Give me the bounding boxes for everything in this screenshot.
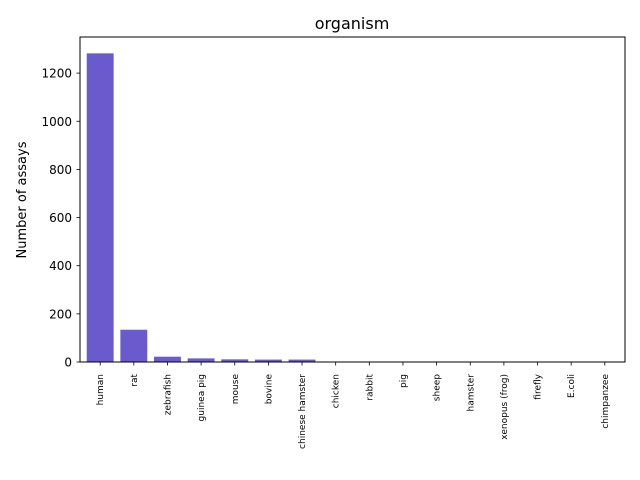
y-tick-label: 600 bbox=[49, 211, 72, 225]
y-tick-label: 800 bbox=[49, 163, 72, 177]
bar-bovine bbox=[254, 359, 282, 362]
y-tick-label: 1200 bbox=[41, 67, 72, 81]
x-tick-label: rat bbox=[130, 374, 140, 387]
x-tick-label: guinea pig bbox=[197, 374, 207, 421]
x-tick-label: human bbox=[96, 374, 106, 405]
bar-human bbox=[86, 53, 114, 363]
y-tick-label: 0 bbox=[64, 356, 72, 370]
x-tick-label: bovine bbox=[264, 374, 274, 405]
x-tick-label: rabbit bbox=[365, 374, 375, 401]
x-tick-label: chinese hamster bbox=[298, 374, 308, 449]
x-axis: human rat zebrafish guinea pig mouse bovine ch… bbox=[96, 362, 611, 449]
x-tick-label: xenopus (frog) bbox=[500, 374, 510, 440]
x-tick-label: E.coli bbox=[567, 374, 577, 398]
x-tick-label: chimpanzee bbox=[601, 374, 611, 429]
y-tick-label: 1000 bbox=[41, 115, 72, 129]
x-tick-label: chicken bbox=[332, 374, 342, 408]
y-tick-label: 200 bbox=[49, 307, 72, 321]
y-axis: 0 200 400 600 800 1000 1200 bbox=[41, 67, 80, 370]
y-tick-label: 400 bbox=[49, 259, 72, 273]
x-tick-label: hamster bbox=[466, 374, 476, 412]
bar-zebrafish bbox=[154, 356, 181, 362]
bar-mouse bbox=[221, 359, 249, 362]
x-tick-label: zebrafish bbox=[163, 374, 173, 415]
chart-title: organism bbox=[315, 14, 390, 33]
bars-layer bbox=[86, 53, 619, 363]
x-tick-label: pig bbox=[399, 374, 409, 388]
bar-guinea-pig bbox=[187, 358, 215, 362]
plot-frame bbox=[79, 36, 626, 363]
x-tick-label: firefly bbox=[534, 373, 544, 399]
x-tick-label: mouse bbox=[231, 374, 241, 405]
bar-chinese-hamster bbox=[288, 359, 316, 362]
x-tick-label: sheep bbox=[433, 374, 443, 401]
y-axis-label: Number of assays bbox=[15, 141, 30, 258]
bar-rat bbox=[120, 329, 148, 362]
